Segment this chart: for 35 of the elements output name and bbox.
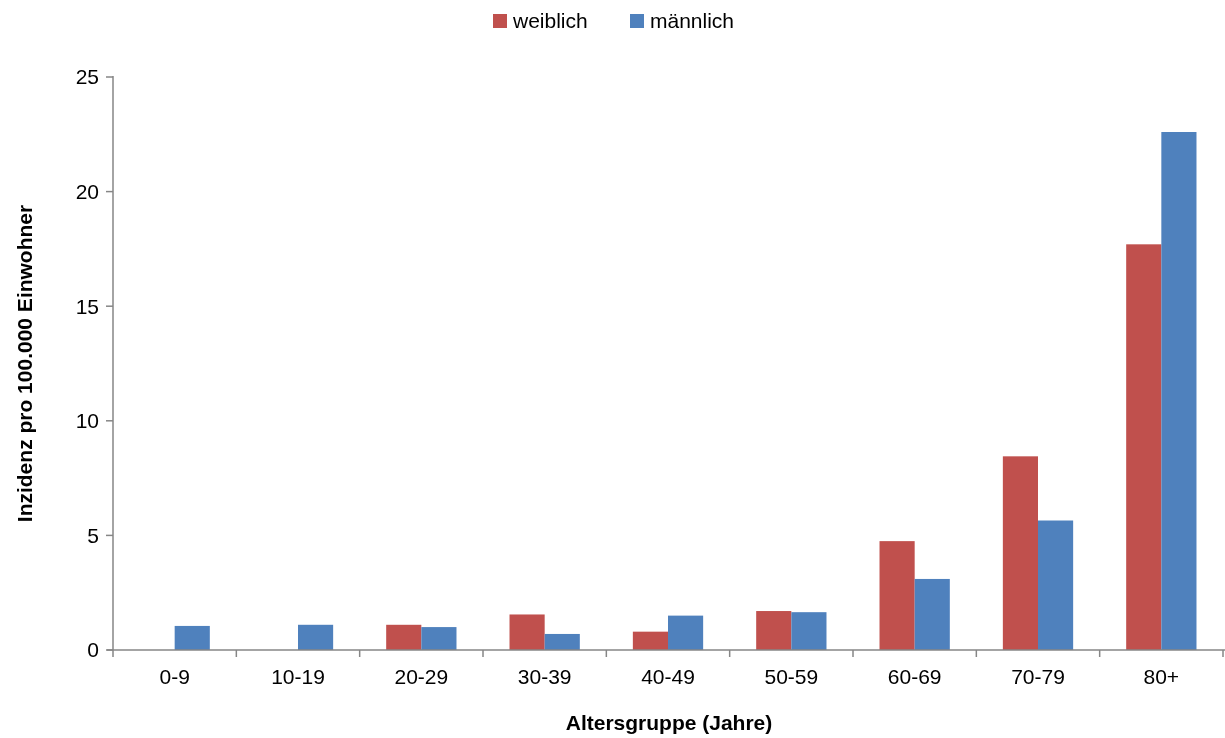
bar	[509, 614, 545, 650]
y-axis-title: Inzidenz pro 100.000 Einwohner	[13, 204, 36, 523]
y-tick-label: 25	[75, 65, 99, 89]
bar	[1038, 520, 1074, 650]
bar	[668, 615, 704, 650]
bar	[386, 624, 422, 650]
x-tick-label: 20-29	[394, 665, 449, 688]
bar	[1161, 132, 1197, 650]
bar	[1002, 456, 1038, 650]
y-tick-label: 0	[87, 638, 99, 662]
legend-label: weiblich	[512, 9, 588, 33]
x-tick-label: 60-69	[887, 665, 942, 688]
x-tick-label: 70-79	[1011, 665, 1065, 688]
bar	[791, 612, 827, 650]
bar	[544, 633, 580, 650]
bar	[632, 631, 668, 650]
y-tick-label: 10	[75, 409, 99, 433]
x-axis-title: Altersgruppe (Jahre)	[565, 711, 773, 734]
bar	[879, 541, 915, 650]
x-tick-label: 30-39	[517, 665, 572, 688]
x-tick-label: 0-9	[159, 665, 190, 688]
y-tick-label: 5	[87, 523, 99, 547]
y-tick-label: 15	[75, 294, 99, 318]
bar	[1126, 244, 1162, 650]
bar	[421, 627, 457, 650]
legend-label: männlich	[650, 9, 735, 33]
x-tick-label: 50-59	[764, 665, 819, 688]
y-tick-label: 20	[75, 179, 99, 203]
x-tick-label: 40-49	[641, 665, 695, 688]
x-tick-label: 10-19	[271, 665, 325, 688]
bar	[756, 611, 792, 650]
x-tick-label: 80+	[1143, 665, 1180, 688]
bar	[174, 625, 210, 650]
bar	[914, 578, 950, 650]
bar	[298, 624, 334, 650]
